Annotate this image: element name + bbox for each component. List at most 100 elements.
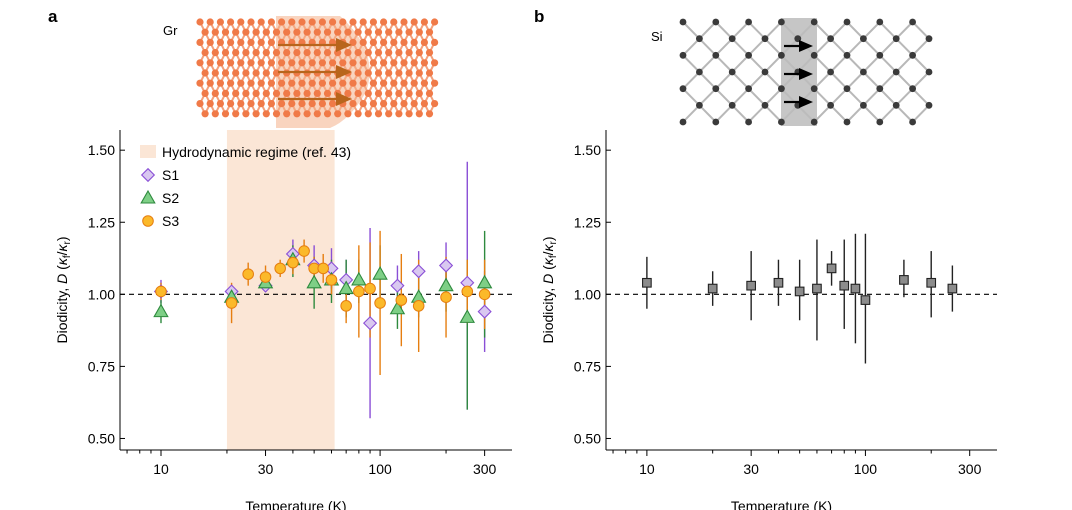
data-point — [746, 280, 757, 291]
flow-arrowhead — [799, 96, 813, 108]
bond — [698, 104, 717, 123]
atom — [237, 59, 245, 67]
atom — [252, 49, 260, 57]
atom — [242, 28, 250, 36]
bond — [764, 104, 783, 123]
data-point — [325, 274, 338, 286]
atom — [359, 59, 367, 67]
atom — [247, 18, 255, 26]
atom — [216, 79, 224, 87]
atom — [247, 59, 255, 67]
data-point — [476, 274, 493, 289]
atom — [196, 59, 204, 67]
legend-marker — [140, 189, 156, 204]
atom — [843, 51, 851, 59]
silicon-inset-label: Si — [651, 29, 663, 44]
data-point — [707, 283, 718, 294]
plot-a: 0.50 0.75 1.00 1.25 1.50 10 30 100 300 Temperatur… — [54, 130, 512, 510]
atom — [431, 18, 439, 26]
atom — [344, 49, 352, 57]
atom — [410, 59, 418, 67]
atom — [380, 100, 388, 108]
atom — [395, 28, 403, 36]
atom — [267, 38, 275, 47]
atom — [745, 51, 752, 59]
atom — [196, 79, 204, 87]
y-axis-label-text: Diodicity, — [540, 284, 556, 344]
atom — [318, 59, 326, 67]
atom — [860, 35, 867, 43]
atom — [272, 110, 281, 118]
atom — [745, 118, 752, 126]
atom — [303, 89, 311, 97]
y-axis-label-sub: f — [62, 255, 73, 258]
data-point — [926, 277, 937, 288]
atom — [288, 79, 296, 87]
atom — [369, 79, 377, 87]
flow-arrowhead — [336, 92, 352, 106]
graphene-inset-label: Gr — [163, 23, 178, 38]
atom — [278, 79, 286, 87]
atom — [778, 85, 785, 93]
data-point — [259, 271, 272, 283]
atom — [344, 28, 352, 36]
atom — [374, 69, 383, 77]
data-point — [153, 303, 169, 318]
atom — [400, 38, 408, 47]
atom — [425, 89, 434, 97]
atom — [909, 18, 916, 26]
y-tick-label: 1.00 — [88, 286, 115, 302]
bond — [715, 37, 733, 57]
atom — [216, 38, 224, 47]
atom — [232, 110, 240, 118]
atom — [431, 79, 439, 87]
data-point — [860, 295, 871, 305]
atom — [232, 49, 240, 57]
graphene-lattice-inset — [196, 16, 439, 128]
y-axis-label-sub: r — [548, 241, 559, 245]
atom — [369, 38, 377, 47]
atom — [227, 100, 235, 108]
silicon-lattice-inset — [679, 18, 933, 126]
atom — [359, 79, 367, 87]
bond — [895, 37, 914, 57]
data-point — [155, 285, 167, 298]
atom — [329, 79, 337, 87]
atom — [400, 100, 408, 108]
data-point — [242, 268, 254, 280]
atom — [257, 100, 265, 108]
atom — [909, 51, 916, 59]
atom — [374, 89, 383, 97]
atom — [892, 101, 900, 109]
atom — [420, 38, 428, 47]
atom — [298, 79, 306, 87]
data-point — [812, 283, 822, 294]
bond — [764, 87, 783, 107]
bond — [829, 21, 848, 40]
atom — [909, 118, 916, 126]
atom — [288, 100, 296, 108]
atom — [374, 110, 383, 118]
atom — [303, 49, 311, 57]
atom — [354, 89, 362, 97]
atom — [405, 28, 413, 36]
atom — [293, 28, 301, 36]
atom — [272, 28, 281, 36]
atom — [252, 89, 260, 97]
atom — [298, 59, 306, 67]
atom — [415, 49, 423, 57]
bond — [698, 37, 717, 57]
y-tick-label: 1.25 — [88, 214, 115, 230]
atom — [385, 69, 393, 77]
y-axis-label-sub: r — [62, 241, 73, 245]
atom — [283, 28, 291, 36]
atom — [298, 100, 306, 108]
legend-marker — [142, 215, 154, 227]
bond — [747, 37, 766, 57]
flow-arrowhead — [336, 38, 352, 52]
bond — [682, 54, 701, 73]
bond — [862, 87, 881, 107]
bond — [731, 71, 750, 90]
data-point — [850, 283, 861, 294]
y-axis-label-variable: D — [54, 274, 70, 284]
